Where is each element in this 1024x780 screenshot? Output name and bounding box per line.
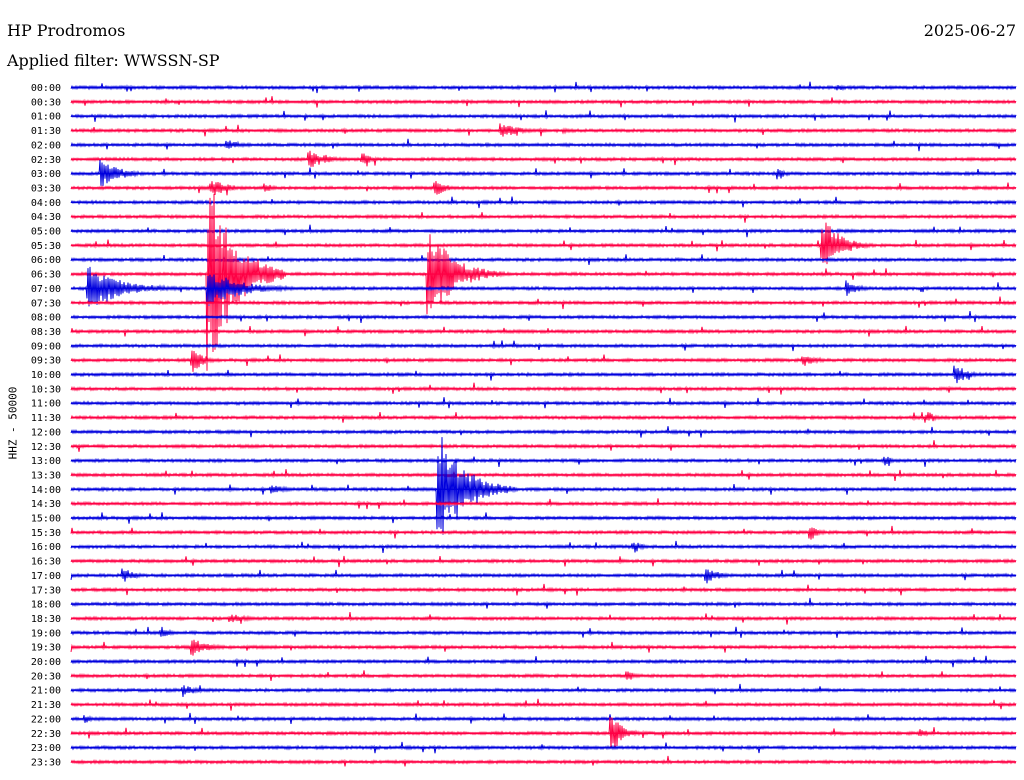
row-time-label: 09:00 <box>31 341 61 352</box>
row-time-label: 01:30 <box>31 126 61 137</box>
row-time-label: 00:00 <box>31 83 61 94</box>
row-time-label: 18:30 <box>31 614 61 625</box>
station-name: HP Prodromos <box>7 21 126 40</box>
trace-1300 <box>70 456 1017 467</box>
row-time-label: 00:30 <box>31 97 61 108</box>
row-time-label: 07:30 <box>31 298 61 309</box>
row-time-label: 04:00 <box>31 198 61 209</box>
row-time-label: 14:30 <box>31 499 61 510</box>
row-time-label: 07:00 <box>31 284 61 295</box>
row-time-label: 23:00 <box>31 743 61 754</box>
row-time-label: 05:30 <box>31 241 61 252</box>
row-time-label: 11:30 <box>31 413 61 424</box>
row-time-label: 01:00 <box>31 112 61 123</box>
row-time-label: 23:30 <box>31 757 61 768</box>
row-time-label: 16:30 <box>31 557 61 568</box>
row-time-label: 10:00 <box>31 370 61 381</box>
row-time-label: 12:30 <box>31 442 61 453</box>
row-time-label: 10:30 <box>31 384 61 395</box>
row-time-label: 21:30 <box>31 700 61 711</box>
row-time-label: 14:00 <box>31 485 61 496</box>
row-time-label: 12:00 <box>31 427 61 438</box>
row-time-label: 22:30 <box>31 729 61 740</box>
row-time-label: 15:30 <box>31 528 61 539</box>
row-time-label: 09:30 <box>31 356 61 367</box>
row-time-label: 06:00 <box>31 255 61 266</box>
row-time-label: 13:30 <box>31 470 61 481</box>
row-time-label: 21:00 <box>31 686 61 697</box>
row-time-label: 06:30 <box>31 270 61 281</box>
trace-0430 <box>70 212 1017 223</box>
row-time-label: 17:30 <box>31 585 61 596</box>
row-time-label: 03:00 <box>31 169 61 180</box>
row-time-label: 22:00 <box>31 714 61 725</box>
row-time-label: 20:00 <box>31 657 61 668</box>
record-date: 2025-06-27 <box>923 21 1016 40</box>
row-time-label: 02:00 <box>31 140 61 151</box>
trace-2330 <box>70 755 1017 767</box>
row-time-label: 19:00 <box>31 628 61 639</box>
row-time-label: 17:00 <box>31 571 61 582</box>
row-time-label: 18:00 <box>31 600 61 611</box>
trace-1400 <box>70 437 1017 535</box>
applied-filter: Applied filter: WWSSN-SP <box>7 51 220 70</box>
row-time-label: 20:30 <box>31 671 61 682</box>
row-time-label: 03:30 <box>31 183 61 194</box>
row-time-label: 05:00 <box>31 227 61 238</box>
row-time-label: 13:00 <box>31 456 61 467</box>
row-time-label: 16:00 <box>31 542 61 553</box>
row-time-label: 02:30 <box>31 155 61 166</box>
trace-0930 <box>70 350 1017 372</box>
row-time-label: 04:30 <box>31 212 61 223</box>
row-time-label: 08:30 <box>31 327 61 338</box>
row-time-label: 19:30 <box>31 643 61 654</box>
row-time-label: 11:00 <box>31 399 61 410</box>
row-time-label: 15:00 <box>31 514 61 525</box>
row-time-label: 08:00 <box>31 313 61 324</box>
trace-1800 <box>70 597 1017 609</box>
